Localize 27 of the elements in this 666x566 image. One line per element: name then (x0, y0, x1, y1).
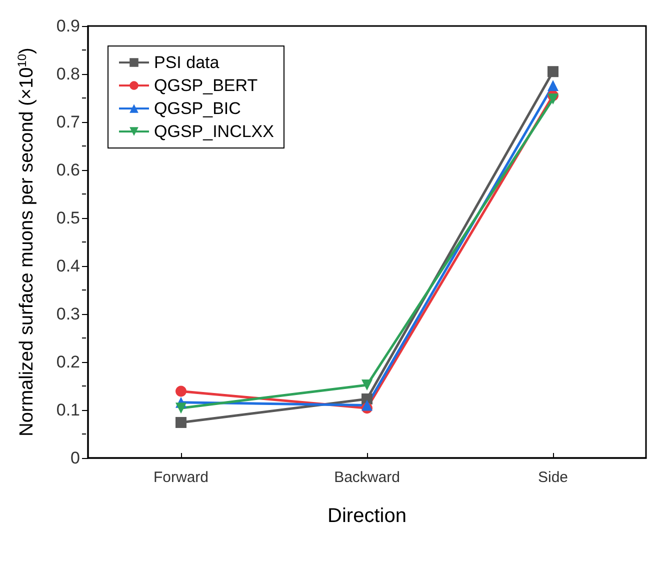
y-tick-label: 0.9 (56, 16, 80, 36)
point (176, 402, 186, 414)
legend-label: QGSP_INCLXX (154, 122, 274, 141)
point (362, 400, 372, 411)
y-tick-label: 0.4 (56, 256, 80, 276)
y-tick-label: 0.6 (56, 160, 80, 180)
x-tick-label: Backward (334, 469, 400, 486)
point (548, 66, 558, 78)
y-tick-label: 0.2 (56, 352, 80, 372)
y-tick-label: 0.3 (56, 304, 80, 324)
y-tick-label: 0.1 (56, 400, 80, 420)
x-tick-label: Forward (153, 469, 209, 486)
y-tick-label: 0.7 (56, 112, 80, 132)
x-axis-title: Direction (328, 505, 406, 527)
x-tick-label: Side (538, 469, 568, 486)
legend-label: QGSP_BERT (154, 76, 258, 95)
point (362, 380, 372, 391)
y-tick-label: 0.8 (56, 64, 80, 84)
legend-label: PSI data (154, 53, 220, 72)
point (176, 386, 186, 397)
point (548, 80, 558, 92)
y-tick-label: 0 (70, 448, 80, 468)
point (176, 416, 186, 428)
point (548, 93, 558, 104)
y-axis-title: Normalized surface muons per second (×1010) (15, 48, 38, 436)
legend-label: QGSP_BIC (154, 99, 241, 118)
y-tick-label: 0.5 (56, 208, 80, 228)
